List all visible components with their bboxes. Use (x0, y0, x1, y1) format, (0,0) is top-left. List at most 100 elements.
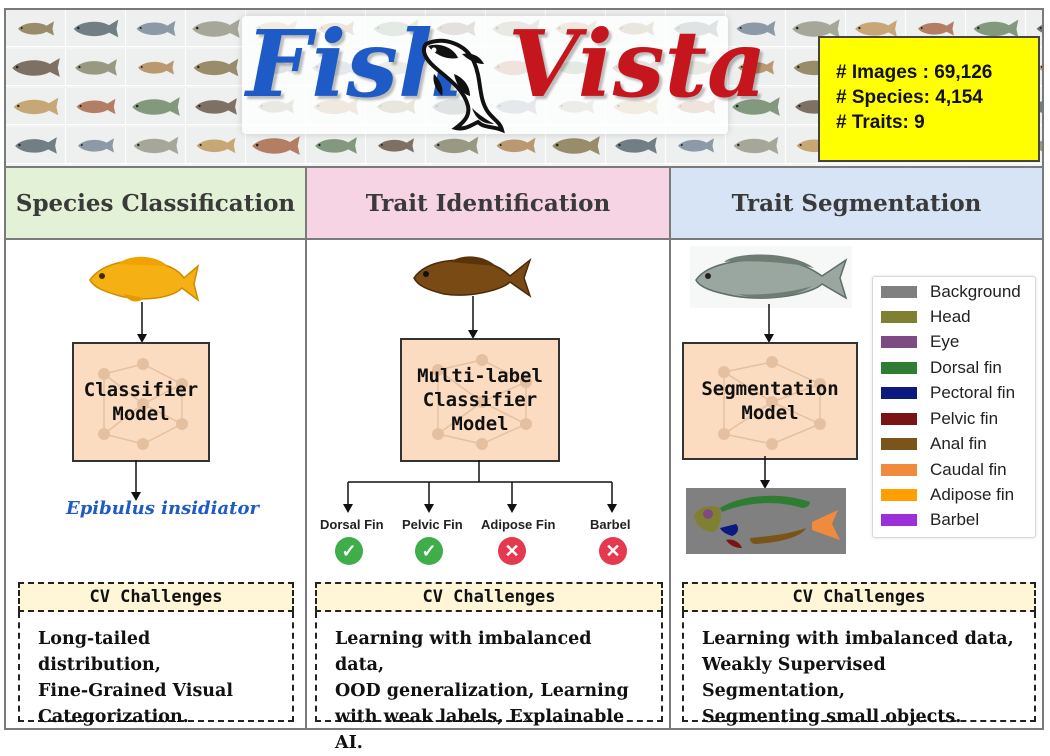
arrow-down (468, 296, 478, 339)
model-label: Classifier Model (83, 379, 199, 425)
fish-thumbnail (186, 49, 246, 86)
legend-swatch (881, 514, 917, 526)
fish-thumbnail (126, 49, 186, 86)
legend-label: Dorsal fin (930, 358, 1002, 377)
check-icon: ✓ (335, 537, 363, 565)
fish-thumbnail (66, 10, 126, 47)
challenge-line: Learning with imbalanced data, (335, 629, 592, 675)
segmentation-model-box: Segmentation Model (682, 342, 858, 460)
legend-swatch (881, 362, 917, 374)
trait-label-dorsal-fin: Dorsal Fin (320, 517, 384, 532)
legend-label: Anal fin (930, 434, 987, 453)
fish-thumbnail (186, 88, 246, 125)
cv-challenges-header: CV Challenges (682, 582, 1036, 612)
stat-images: # Images : 69,126 (836, 62, 993, 83)
legend-item: Anal fin (881, 433, 987, 455)
legend-item: Barbel (881, 509, 979, 531)
fish-thumbnail (66, 49, 126, 86)
challenge-line: Weakly Supervised Segmentation, (702, 655, 886, 701)
neural-net-icon (98, 358, 188, 450)
fish-thumbnail (726, 88, 786, 125)
logo-word-fish: Fish (246, 10, 465, 118)
challenge-line: OOD generalization, Learning (335, 681, 629, 701)
legend-swatch (881, 413, 917, 425)
neural-net-icon (432, 354, 532, 450)
yellow-fish-image (89, 256, 200, 302)
legend-item: Eye (881, 331, 959, 353)
model-label: Segmentation Model (701, 378, 839, 424)
cv-challenges-list: Learning with imbalanced data, Weakly Su… (682, 612, 1036, 727)
arrow-down (760, 456, 770, 489)
fish-thumbnail (726, 127, 786, 164)
logo-word-vista: Vista (508, 10, 767, 118)
koi-fish-icon (421, 38, 505, 134)
classifier-model-box: Classifier Model (72, 342, 210, 462)
fish-thumbnail (6, 49, 66, 86)
fish-thumbnail (66, 127, 126, 164)
arrow-down (137, 302, 147, 343)
panel-title: Trait Segmentation (671, 168, 1042, 240)
legend-label: Pelvic fin (930, 409, 999, 428)
fish-thumbnail (66, 88, 126, 125)
legend-label: Head (930, 307, 971, 326)
fish-thumbnail (186, 127, 246, 164)
trait-label-adipose-fin: Adipose Fin (481, 517, 556, 532)
legend-swatch (881, 311, 917, 323)
model-label: Multi-label Classifier Model (417, 365, 543, 435)
challenge-line: Learning with imbalanced data, (702, 629, 1014, 649)
fish-thumbnail (6, 127, 66, 164)
legend-swatch (881, 489, 917, 501)
fish-thumbnail (6, 10, 66, 47)
fish-thumbnail (486, 127, 546, 164)
legend-item: Pectoral fin (881, 382, 1015, 404)
segmentation-mask-image (686, 488, 846, 554)
brown-fish-image (413, 256, 532, 298)
fish-thumbnail (786, 10, 846, 47)
legend-label: Pectoral fin (930, 383, 1016, 402)
segmentation-legend: Background Head Eye Dorsal fin Pectoral … (872, 276, 1036, 538)
cv-challenges-list: Learning with imbalanced data, OOD gener… (315, 612, 663, 753)
challenge-line: Segmenting small objects. (702, 707, 962, 727)
legend-swatch (881, 464, 917, 476)
figure-border (4, 8, 1044, 730)
cv-challenges-header: CV Challenges (315, 582, 663, 612)
legend-item: Caudal fin (881, 459, 1007, 481)
arrow-down (764, 304, 774, 343)
cv-challenges-list: Long-tailed distribution, Fine-Grained V… (18, 612, 294, 727)
panel-title: Trait Identification (307, 168, 669, 240)
fish-thumbnail (726, 49, 786, 86)
legend-swatch (881, 336, 917, 348)
challenge-line: Long-tailed distribution, (38, 629, 161, 675)
fish-thumbnail (6, 88, 66, 125)
legend-swatch (881, 438, 917, 450)
panel-title: Species Classification (6, 168, 305, 240)
challenge-line: Fine-Grained Visual (38, 681, 234, 701)
trait-branch-arrows (343, 460, 617, 513)
cross-icon: ✕ (498, 537, 526, 565)
check-icon: ✓ (415, 537, 443, 565)
stat-traits: # Traits: 9 (836, 112, 925, 133)
cv-challenges-header: CV Challenges (18, 582, 294, 612)
rabbitfish-image (690, 246, 852, 308)
predicted-species-label: Epibulus insidiator (66, 498, 259, 519)
legend-label: Caudal fin (930, 460, 1007, 479)
challenge-line: Categorization. (38, 707, 189, 727)
legend-item: Background (881, 281, 1021, 303)
trait-label-pelvic-fin: Pelvic Fin (402, 517, 463, 532)
dataset-stats-box: # Images : 69,126 # Species: 4,154 # Tra… (818, 36, 1040, 162)
trait-label-barbel: Barbel (590, 517, 631, 532)
legend-item: Pelvic fin (881, 408, 998, 430)
legend-label: Adipose fin (930, 485, 1015, 504)
neural-net-icon (718, 356, 826, 450)
fish-thumbnail (126, 88, 186, 125)
fish-thumbnail (126, 127, 186, 164)
legend-label: Barbel (930, 510, 980, 529)
multi-label-classifier-model-box: Multi-label Classifier Model (400, 338, 560, 462)
legend-swatch (881, 387, 917, 399)
legend-item: Head (881, 306, 971, 328)
legend-item: Dorsal fin (881, 357, 1002, 379)
stat-species: # Species: 4,154 (836, 87, 983, 108)
cross-icon: ✕ (599, 537, 627, 565)
arrow-down (131, 460, 141, 501)
fish-thumbnail (726, 10, 786, 47)
